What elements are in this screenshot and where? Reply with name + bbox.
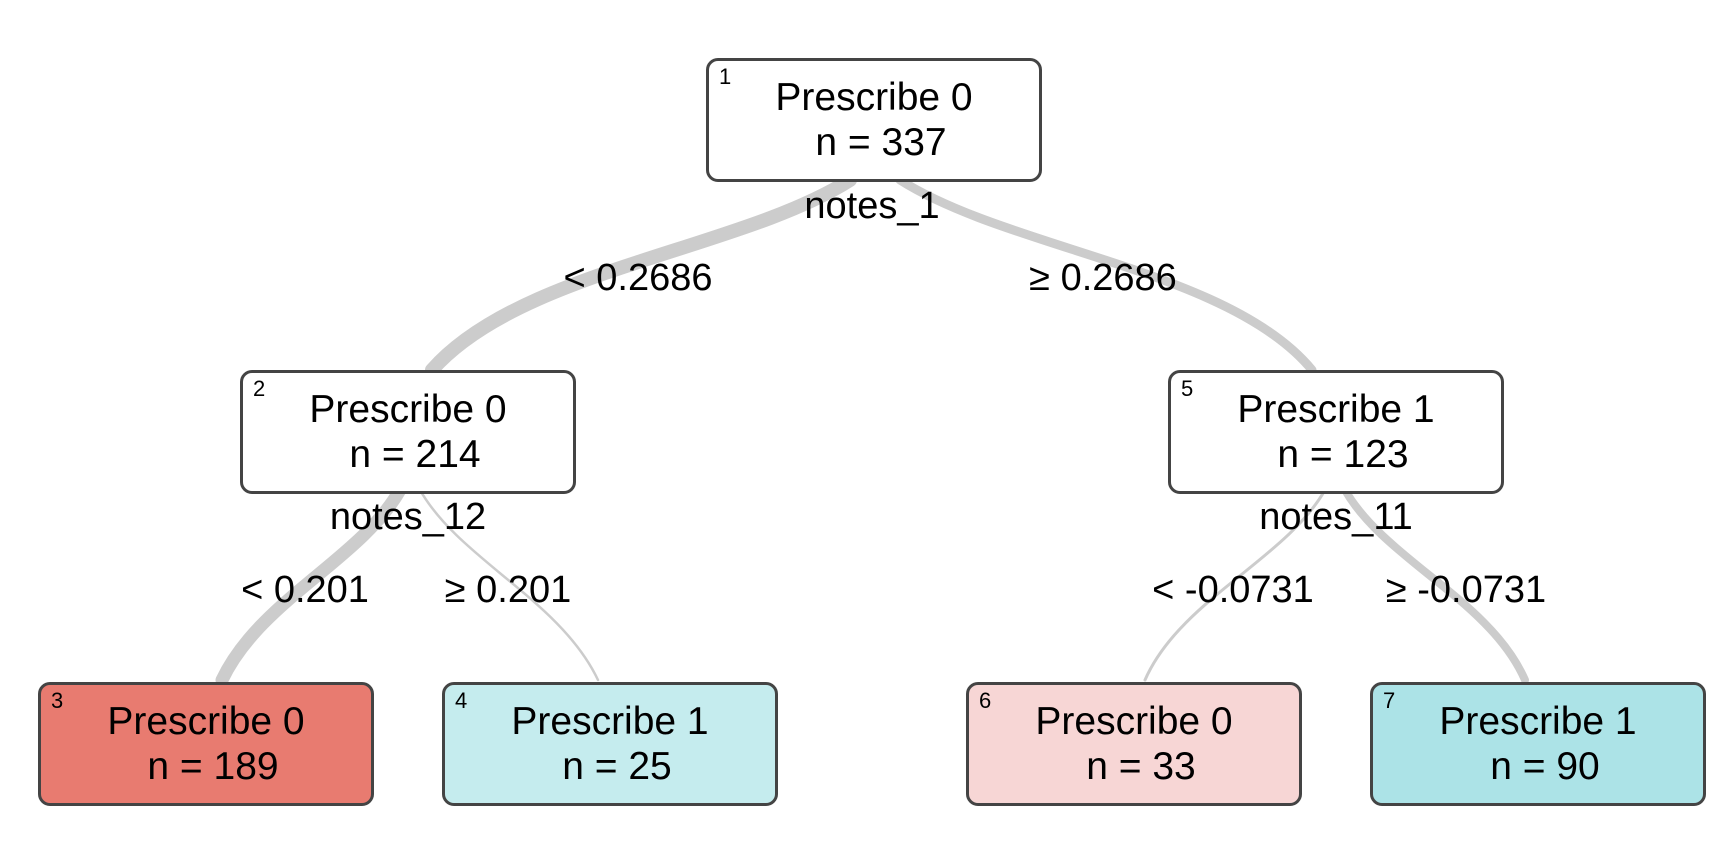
tree-node-6: 6 Prescribe 0 n = 33 xyxy=(966,682,1302,806)
edge-label-1-2: < 0.2686 xyxy=(563,257,713,299)
node-prediction: Prescribe 1 xyxy=(1439,700,1637,743)
node-prediction: Prescribe 0 xyxy=(309,388,507,431)
edge-1-5 xyxy=(895,175,1317,375)
edge-5-7 xyxy=(1341,486,1529,684)
node-count: n = 25 xyxy=(562,745,672,788)
split-variable-node-2: notes_12 xyxy=(329,496,487,538)
node-id: 4 xyxy=(455,688,468,713)
edge-2-4 xyxy=(418,488,600,682)
edge-1-2 xyxy=(425,173,857,377)
split-variable-node-5: notes_11 xyxy=(1259,496,1413,538)
node-prediction: Prescribe 0 xyxy=(1035,700,1233,743)
edge-label-2-3: < 0.201 xyxy=(241,569,369,611)
edge-2-3 xyxy=(215,483,407,687)
node-id: 3 xyxy=(51,688,64,713)
node-prediction: Prescribe 0 xyxy=(775,76,973,119)
tree-node-7: 7 Prescribe 1 n = 90 xyxy=(1370,682,1706,806)
node-id: 7 xyxy=(1383,688,1396,713)
tree-node-4: 4 Prescribe 1 n = 25 xyxy=(442,682,778,806)
edge-label-5-7: ≥ -0.0731 xyxy=(1385,569,1547,611)
node-prediction: Prescribe 1 xyxy=(1237,388,1435,431)
node-id: 6 xyxy=(979,688,992,713)
tree-node-2: 2 Prescribe 0 n = 214 xyxy=(240,370,576,494)
node-id: 2 xyxy=(253,376,266,401)
tree-node-3: 3 Prescribe 0 n = 189 xyxy=(38,682,374,806)
node-count: n = 90 xyxy=(1490,745,1600,788)
node-prediction: Prescribe 0 xyxy=(107,700,305,743)
node-count: n = 189 xyxy=(147,745,279,788)
node-count: n = 214 xyxy=(349,433,481,476)
edge-label-1-5: ≥ 0.2686 xyxy=(1029,257,1177,299)
node-count: n = 123 xyxy=(1277,433,1409,476)
split-variable-node-1: notes_1 xyxy=(804,185,940,227)
edge-label-2-4: ≥ 0.201 xyxy=(444,569,572,611)
node-count: n = 33 xyxy=(1086,745,1196,788)
node-count: n = 337 xyxy=(815,121,947,164)
node-id: 5 xyxy=(1181,376,1194,401)
edge-label-5-6: < -0.0731 xyxy=(1152,569,1314,611)
node-id: 1 xyxy=(719,64,732,89)
edge-5-6 xyxy=(1143,488,1327,682)
tree-node-5: 5 Prescribe 1 n = 123 xyxy=(1168,370,1504,494)
node-prediction: Prescribe 1 xyxy=(511,700,709,743)
tree-node-1: 1 Prescribe 0 n = 337 xyxy=(706,58,1042,182)
